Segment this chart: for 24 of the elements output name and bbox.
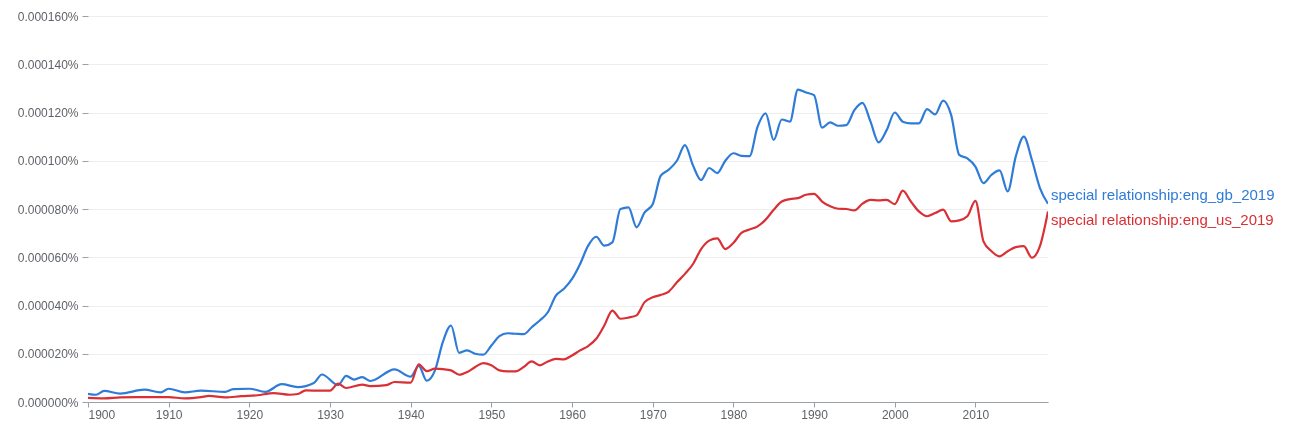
x-tick-label: 1940	[397, 407, 425, 422]
x-tick-label: 1950	[478, 407, 506, 422]
x-tick-label: 1920	[236, 407, 264, 422]
y-tick-label: 0.000080%	[17, 202, 79, 217]
y-tick-label: 0.000140%	[17, 57, 79, 72]
y-tick-label: 0.000040%	[17, 299, 79, 313]
line-series	[88, 88, 1048, 396]
x-tick-label: 1990	[801, 407, 829, 422]
series-label: special relationship:eng_us_2019	[1051, 211, 1274, 229]
y-tick-label: 0.000060%	[17, 250, 79, 265]
y-tick-label: 0.000160%	[17, 9, 79, 24]
y-tick-label: 0.000020%	[17, 347, 79, 362]
x-tick-label: 1900	[88, 407, 116, 422]
x-tick-label: 2010	[962, 407, 990, 422]
x-tick-label: 2000	[881, 407, 909, 422]
y-tick-label: 0.000120%	[17, 106, 79, 120]
x-tick-label: 1960	[559, 407, 587, 422]
series-label: special relationship:eng_gb_2019	[1051, 185, 1275, 203]
y-tick-label: 0.000100%	[17, 154, 79, 169]
x-tick-label: 1980	[720, 407, 748, 422]
x-tick-label: 1970	[639, 407, 667, 422]
y-tick-label: 0.000000%	[17, 395, 79, 410]
x-tick-label: 1930	[317, 407, 345, 422]
x-tick-label: 1910	[155, 407, 183, 422]
